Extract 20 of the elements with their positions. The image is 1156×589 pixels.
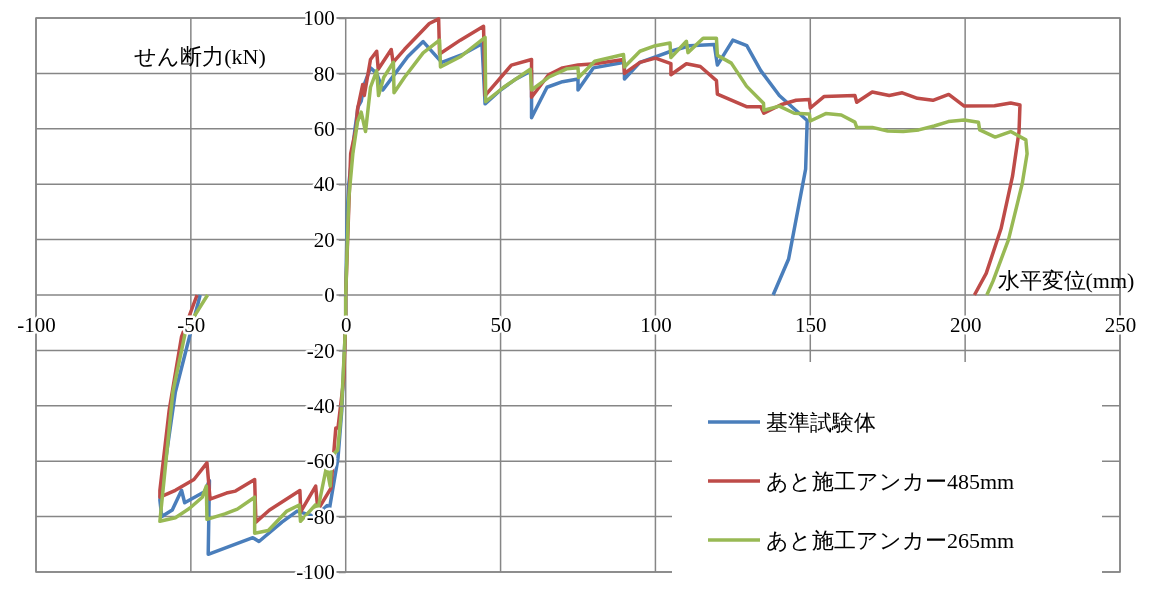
y-tick-label: 60 bbox=[313, 117, 335, 142]
x-tick-label: 200 bbox=[949, 312, 982, 337]
x-tick-label: 250 bbox=[1104, 312, 1137, 337]
x-tick-label: 50 bbox=[490, 312, 512, 337]
y-tick-label: -20 bbox=[306, 338, 335, 363]
y-tick-label: 20 bbox=[313, 227, 335, 252]
y-axis-title: せん断力(kN) bbox=[134, 44, 266, 69]
x-tick-label: 100 bbox=[640, 312, 672, 337]
y-tick-label: 100 bbox=[303, 6, 335, 31]
y-tick-label: -100 bbox=[296, 560, 335, 585]
y-tick-label: 0 bbox=[324, 283, 335, 308]
legend-label: あと施工アンカー485mm bbox=[766, 469, 1015, 494]
x-axis-title: 水平変位(mm) bbox=[997, 268, 1135, 293]
y-tick-label: -40 bbox=[306, 394, 335, 419]
legend-label: あと施工アンカー265mm bbox=[766, 528, 1015, 553]
y-tick-label: 40 bbox=[313, 172, 335, 197]
x-tick-label: -100 bbox=[17, 312, 56, 337]
legend-label: 基準試験体 bbox=[766, 410, 876, 435]
x-tick-label: 150 bbox=[795, 312, 827, 337]
y-tick-label: 80 bbox=[313, 61, 335, 86]
